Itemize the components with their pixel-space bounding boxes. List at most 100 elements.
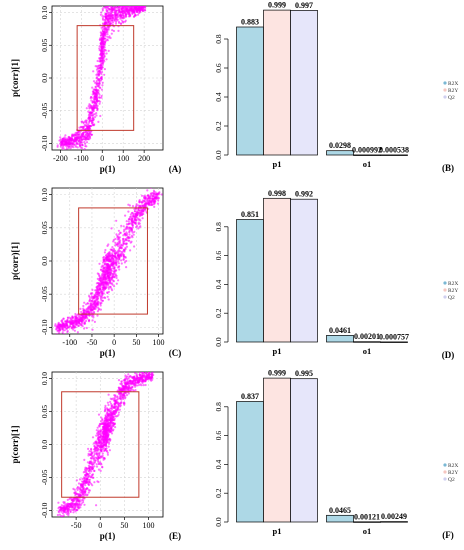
y-tick-label: 0.05 [40, 221, 49, 234]
scatter-point [99, 64, 102, 67]
scatter-point [141, 199, 145, 202]
scatter-point [99, 296, 102, 299]
scatter-point [57, 501, 60, 504]
scatter-point [87, 447, 90, 450]
scatter-point [101, 66, 104, 69]
scatter-point [83, 148, 86, 150]
scatter-point [63, 501, 66, 504]
scatter-point [123, 3, 125, 5]
y-tick-label: 0.10 [40, 188, 49, 201]
scatter-point [97, 64, 100, 68]
scatter-point [105, 449, 108, 452]
scatter-point [109, 285, 112, 288]
scatter-point [102, 433, 105, 436]
scatter-point [131, 223, 134, 227]
scatter-point [134, 3, 136, 5]
scatter-point [118, 233, 121, 236]
bar-value-label: 0.999 [268, 1, 286, 10]
scatter-point [106, 451, 109, 454]
scatter-point [109, 1, 111, 3]
scatter-point [102, 458, 105, 461]
scatter-point [122, 392, 126, 395]
bar-r2y [263, 9, 291, 156]
scatter-point [111, 1, 113, 3]
scatter-point [101, 81, 104, 84]
scatter-point [121, 244, 124, 247]
scatter-point [93, 461, 97, 464]
scatter-point [103, 296, 106, 299]
y-tick-label: 0.0 [40, 73, 49, 83]
scatter-point [94, 305, 97, 308]
y-tick-label: -0.10 [40, 319, 49, 335]
scatter-point [99, 430, 102, 433]
scatter-point [103, 273, 106, 276]
legend-swatch [443, 95, 447, 99]
scatter-point [152, 195, 155, 198]
scatter-point [122, 20, 125, 23]
scatter-point [111, 267, 114, 270]
scatter-point [127, 392, 130, 395]
scatter-point [87, 294, 91, 298]
scatter-point [88, 107, 91, 110]
scatter-point [124, 214, 127, 217]
bar-value-label: 0.00121 [354, 512, 380, 521]
bar-r2x [326, 150, 354, 156]
scatter-point [155, 197, 158, 200]
scatter-point [95, 79, 98, 83]
scatter-point [125, 1, 127, 3]
y-tick-label: 0.0 [40, 256, 49, 266]
scatter-point [68, 502, 71, 506]
scatter-point [90, 295, 93, 298]
scatter-point [101, 428, 104, 431]
scatter-point [99, 308, 102, 311]
y-tick-label: 0.8 [214, 402, 223, 412]
bar-value-label: 0.000757 [379, 332, 409, 341]
scatter-point [104, 21, 107, 24]
scatter-point [120, 382, 123, 385]
category-label: o1 [363, 346, 372, 356]
scatter-point [122, 225, 125, 228]
scatter-point [160, 193, 163, 196]
scatter-point [89, 302, 92, 305]
scatter-point [105, 418, 108, 421]
scatter-point [103, 251, 106, 254]
scatter-point [88, 462, 91, 465]
x-tick-label: -50 [71, 521, 82, 530]
scatter-point [91, 484, 94, 487]
scatter-point [117, 379, 121, 382]
scatter-point [83, 301, 86, 304]
scatter-point [137, 227, 140, 230]
scatter-point [132, 366, 134, 368]
legend-label: R2Y [448, 470, 458, 476]
scatter-point [112, 29, 115, 33]
scatter-point [88, 136, 91, 139]
scatter-point [103, 56, 106, 59]
scatter-point [70, 498, 73, 502]
scatter-point [114, 426, 117, 429]
scatter-point [115, 9, 118, 12]
scatter-point [123, 402, 126, 405]
scatter-point [119, 253, 122, 256]
scatter-point [131, 215, 135, 218]
scatter-point [133, 2, 135, 4]
scatter-point [142, 3, 144, 5]
scatter-point [102, 42, 105, 46]
scatter-point [107, 2, 109, 4]
y-tick-label: 0.2 [214, 121, 223, 131]
scatter-point [127, 6, 130, 8]
bar-value-label: 0.995 [295, 369, 313, 378]
scatter-point [81, 125, 84, 128]
scatter-point [78, 126, 81, 129]
scatter-point [60, 508, 63, 511]
scatter-point [107, 298, 110, 301]
scatter-point [74, 510, 77, 513]
scatter-point [82, 309, 85, 312]
category-label: p1 [273, 526, 282, 536]
scatter-point [72, 511, 75, 514]
scatter-point [73, 143, 76, 146]
scatter-point [112, 21, 115, 24]
scatter-point [87, 454, 90, 457]
scatter-point [78, 143, 81, 146]
scatter-point [75, 492, 78, 495]
scatter-point [94, 441, 97, 444]
